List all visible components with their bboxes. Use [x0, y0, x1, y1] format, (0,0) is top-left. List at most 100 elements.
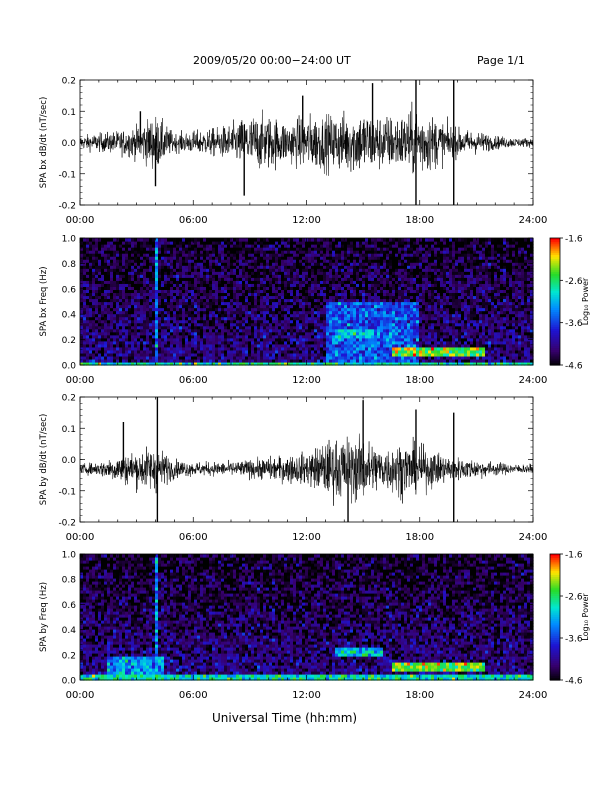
spectrogram-cell — [263, 298, 267, 303]
spectrogram-cell — [248, 310, 252, 315]
spectrogram-cell — [140, 361, 144, 366]
spectrogram-cell — [248, 352, 252, 357]
spectrogram-cell — [374, 355, 378, 360]
spectrogram-cell — [338, 280, 342, 284]
spectrogram-cell — [221, 268, 225, 272]
spectrogram-cell — [293, 244, 297, 248]
spectrogram-cell — [224, 295, 228, 300]
spectrogram-cell — [317, 247, 321, 251]
spectrogram-cell — [353, 358, 357, 363]
spectrogram-cell — [164, 319, 168, 324]
spectrogram-cell — [272, 286, 276, 290]
spectrogram-cell — [365, 280, 369, 284]
spectrogram-cell — [230, 283, 234, 287]
spectrogram-cell — [320, 325, 324, 330]
spectrogram-cell — [356, 355, 360, 360]
spectrogram-cell — [287, 286, 291, 290]
spectrogram-cell — [332, 328, 336, 333]
spectrogram-cell — [329, 280, 333, 284]
spectrogram-cell — [158, 262, 162, 266]
spectrogram-cell — [368, 289, 372, 294]
spectrogram-cell — [308, 268, 312, 272]
spectrogram-cell — [359, 265, 363, 269]
spectrogram-cell — [152, 301, 156, 306]
spectrogram-cell — [170, 316, 174, 321]
spectrogram-cell — [248, 295, 252, 300]
spectrogram-cell — [329, 304, 333, 309]
spectrogram-cell — [164, 247, 168, 251]
spectrogram-cell — [107, 271, 111, 275]
spectrogram-cell — [239, 292, 243, 297]
spectrogram-cell — [248, 355, 252, 360]
spectrogram-cell — [149, 262, 153, 266]
spectrogram-cell — [125, 337, 129, 342]
spectrogram-cell — [185, 331, 189, 336]
spectrogram-cell — [332, 334, 336, 339]
spectrogram-cell — [179, 247, 183, 251]
spectrogram-cell — [104, 340, 108, 345]
spectrogram-cell — [302, 241, 306, 245]
spectrogram-cell — [293, 274, 297, 278]
spectrogram-cell — [137, 253, 141, 257]
spectrogram-cell — [284, 301, 288, 306]
spectrogram-cell — [227, 346, 231, 351]
spectrogram-cell — [302, 319, 306, 324]
spectrogram-cell — [134, 319, 138, 324]
spectrogram-cell — [155, 256, 159, 260]
spectrogram-cell — [116, 241, 120, 245]
spectrogram-cell — [347, 322, 351, 327]
spectrogram-cell — [218, 355, 222, 360]
spectrogram-cell — [224, 337, 228, 342]
spectrogram-cell — [344, 325, 348, 330]
spectrogram-cell — [134, 268, 138, 272]
spectrogram-cell — [119, 355, 123, 360]
spectrogram-cell — [158, 247, 162, 251]
spectrogram-cell — [275, 268, 279, 272]
spectrogram-cell — [80, 298, 84, 303]
spectrogram-cell — [101, 349, 105, 354]
spectrogram-cell — [233, 256, 237, 260]
spectrogram-cell — [209, 361, 213, 366]
spectrogram-cell — [179, 301, 183, 306]
spectrogram-cell — [182, 286, 186, 290]
spectrogram-cell — [224, 331, 228, 336]
spectrogram-cell — [89, 277, 93, 281]
spectrogram-cell — [131, 292, 135, 297]
spectrogram-cell — [146, 361, 150, 366]
spectrogram-cell — [314, 238, 318, 242]
spectrogram-cell — [251, 241, 255, 245]
spectrogram-cell — [119, 328, 123, 333]
spectrogram-cell — [197, 256, 201, 260]
spectrogram-cell — [305, 295, 309, 300]
spectrogram-cell — [284, 265, 288, 269]
spectrogram-cell — [230, 343, 234, 348]
spectrogram-cell — [140, 331, 144, 336]
spectrogram-cell — [380, 304, 384, 309]
spectrogram-cell — [110, 295, 114, 300]
spectrogram-cell — [221, 340, 225, 345]
spectrogram-cell — [212, 325, 216, 330]
spectrogram-cell — [104, 283, 108, 287]
spectrogram-cell — [383, 250, 387, 254]
spectrogram-cell — [164, 358, 168, 363]
spectrogram-cell — [173, 259, 177, 263]
spectrogram-cell — [353, 361, 357, 366]
spectrogram-cell — [164, 292, 168, 297]
spectrogram-cell — [335, 265, 339, 269]
spectrogram-cell — [131, 325, 135, 330]
spectrogram-cell — [368, 268, 372, 272]
spectrogram-cell — [299, 328, 303, 333]
spectrogram-cell — [98, 337, 102, 342]
spectrogram-cell — [89, 292, 93, 297]
spectrogram-cell — [278, 352, 282, 357]
spectrogram-cell — [188, 310, 192, 315]
spectrogram-cell — [218, 328, 222, 333]
spectrogram-cell — [263, 259, 267, 263]
spectrogram-cell — [188, 352, 192, 357]
spectrogram-cell — [182, 328, 186, 333]
spectrogram-cell — [110, 277, 114, 281]
spectrogram-cell — [95, 298, 99, 303]
spectrogram-cell — [368, 274, 372, 278]
spectrogram-cell — [200, 271, 204, 275]
spectrogram-cell — [101, 313, 105, 318]
